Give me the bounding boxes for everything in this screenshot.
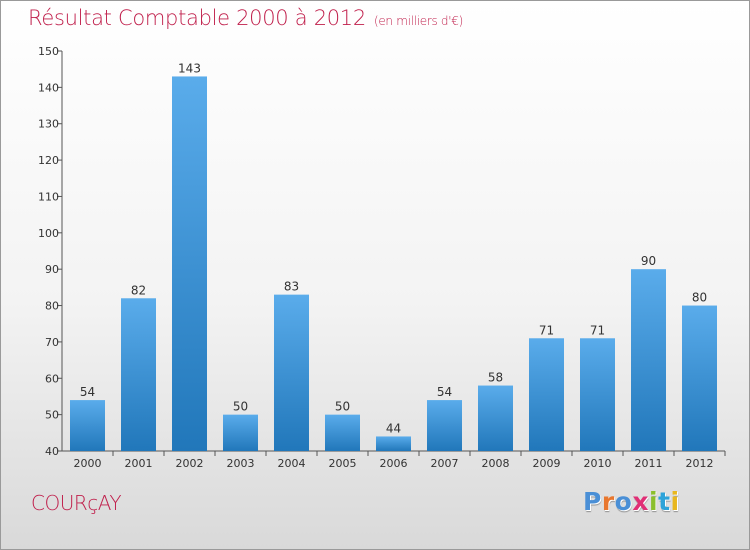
y-tick-label: 100 <box>38 227 59 240</box>
data-label-2010: 71 <box>590 323 605 337</box>
y-tick-label: 70 <box>45 336 59 349</box>
brand-letter: r <box>601 487 615 516</box>
bar-2012 <box>682 305 717 451</box>
data-label-2002: 143 <box>178 61 201 75</box>
x-tick-label: 2004 <box>278 457 306 470</box>
data-label-2001: 82 <box>131 283 146 297</box>
axes: 40 50 60 70 80 90 100 110 120 130 140 150 2000 2001 20… <box>38 45 726 470</box>
y-tick-label: 60 <box>45 372 59 385</box>
title-text: Résultat Comptable 2000 à 2012 <box>28 6 366 30</box>
y-tick-label: 120 <box>38 154 59 167</box>
y-tick-label: 140 <box>38 81 59 94</box>
x-tick-label: 2003 <box>227 457 255 470</box>
x-tick-label: 2007 <box>431 457 459 470</box>
data-label-2005: 50 <box>335 400 350 414</box>
x-tick-label: 2012 <box>686 457 714 470</box>
data-label-2008: 58 <box>488 371 503 385</box>
bar-2000 <box>70 400 105 451</box>
brand-letter: i <box>649 487 659 516</box>
bar-2009 <box>529 338 564 451</box>
y-tick-label: 40 <box>45 445 59 458</box>
x-tick-label: 2009 <box>533 457 561 470</box>
bar-2001 <box>121 298 156 451</box>
y-tick-label: 80 <box>45 300 59 313</box>
data-label-2012: 80 <box>692 291 707 305</box>
bar-2006 <box>376 436 411 451</box>
brand-letter: i <box>670 487 680 516</box>
bar-2011 <box>631 269 666 451</box>
data-label-2009: 71 <box>539 323 554 337</box>
data-label-2011: 90 <box>641 254 656 268</box>
x-tick-label: 2006 <box>380 457 408 470</box>
y-tick-label: 150 <box>38 45 59 58</box>
y-tick-label: 130 <box>38 118 59 131</box>
x-tick-label: 2002 <box>176 457 204 470</box>
x-tick-label: 2001 <box>125 457 153 470</box>
x-tick-label: 2010 <box>584 457 612 470</box>
data-label-2007: 54 <box>437 385 452 399</box>
data-labels: 54 82 143 50 83 50 44 54 58 71 71 90 80 <box>80 61 707 435</box>
brand-logo: Proxiti <box>583 487 680 516</box>
x-tick-label: 2008 <box>482 457 510 470</box>
bar-2005 <box>325 414 360 451</box>
bar-2008 <box>478 385 513 451</box>
y-tick-label: 50 <box>45 409 59 422</box>
chart-subtitle: (en milliers d'€) <box>373 14 463 28</box>
brand-letter: x <box>632 487 649 516</box>
brand-letter: P <box>583 487 602 516</box>
x-tick-label: 2000 <box>74 457 102 470</box>
bar-2004 <box>274 294 309 451</box>
bar-2007 <box>427 400 462 451</box>
bar-2003 <box>223 414 258 451</box>
data-label-2003: 50 <box>233 400 248 414</box>
bars <box>70 76 717 452</box>
brand-letter: t <box>658 487 671 516</box>
bar-2010 <box>580 338 615 451</box>
data-label-2000: 54 <box>80 385 95 399</box>
chart-title: Résultat Comptable 2000 à 2012 (en millie… <box>28 6 463 30</box>
bar-2002 <box>172 76 207 452</box>
data-label-2006: 44 <box>386 421 401 435</box>
y-tick-label: 90 <box>45 263 59 276</box>
brand-letter: o <box>614 487 633 516</box>
data-label-2004: 83 <box>284 280 299 294</box>
x-tick-label: 2005 <box>329 457 357 470</box>
commune-name: COURçAY <box>31 491 122 515</box>
x-tick-label: 2011 <box>635 457 663 470</box>
y-tick-label: 110 <box>38 190 59 203</box>
